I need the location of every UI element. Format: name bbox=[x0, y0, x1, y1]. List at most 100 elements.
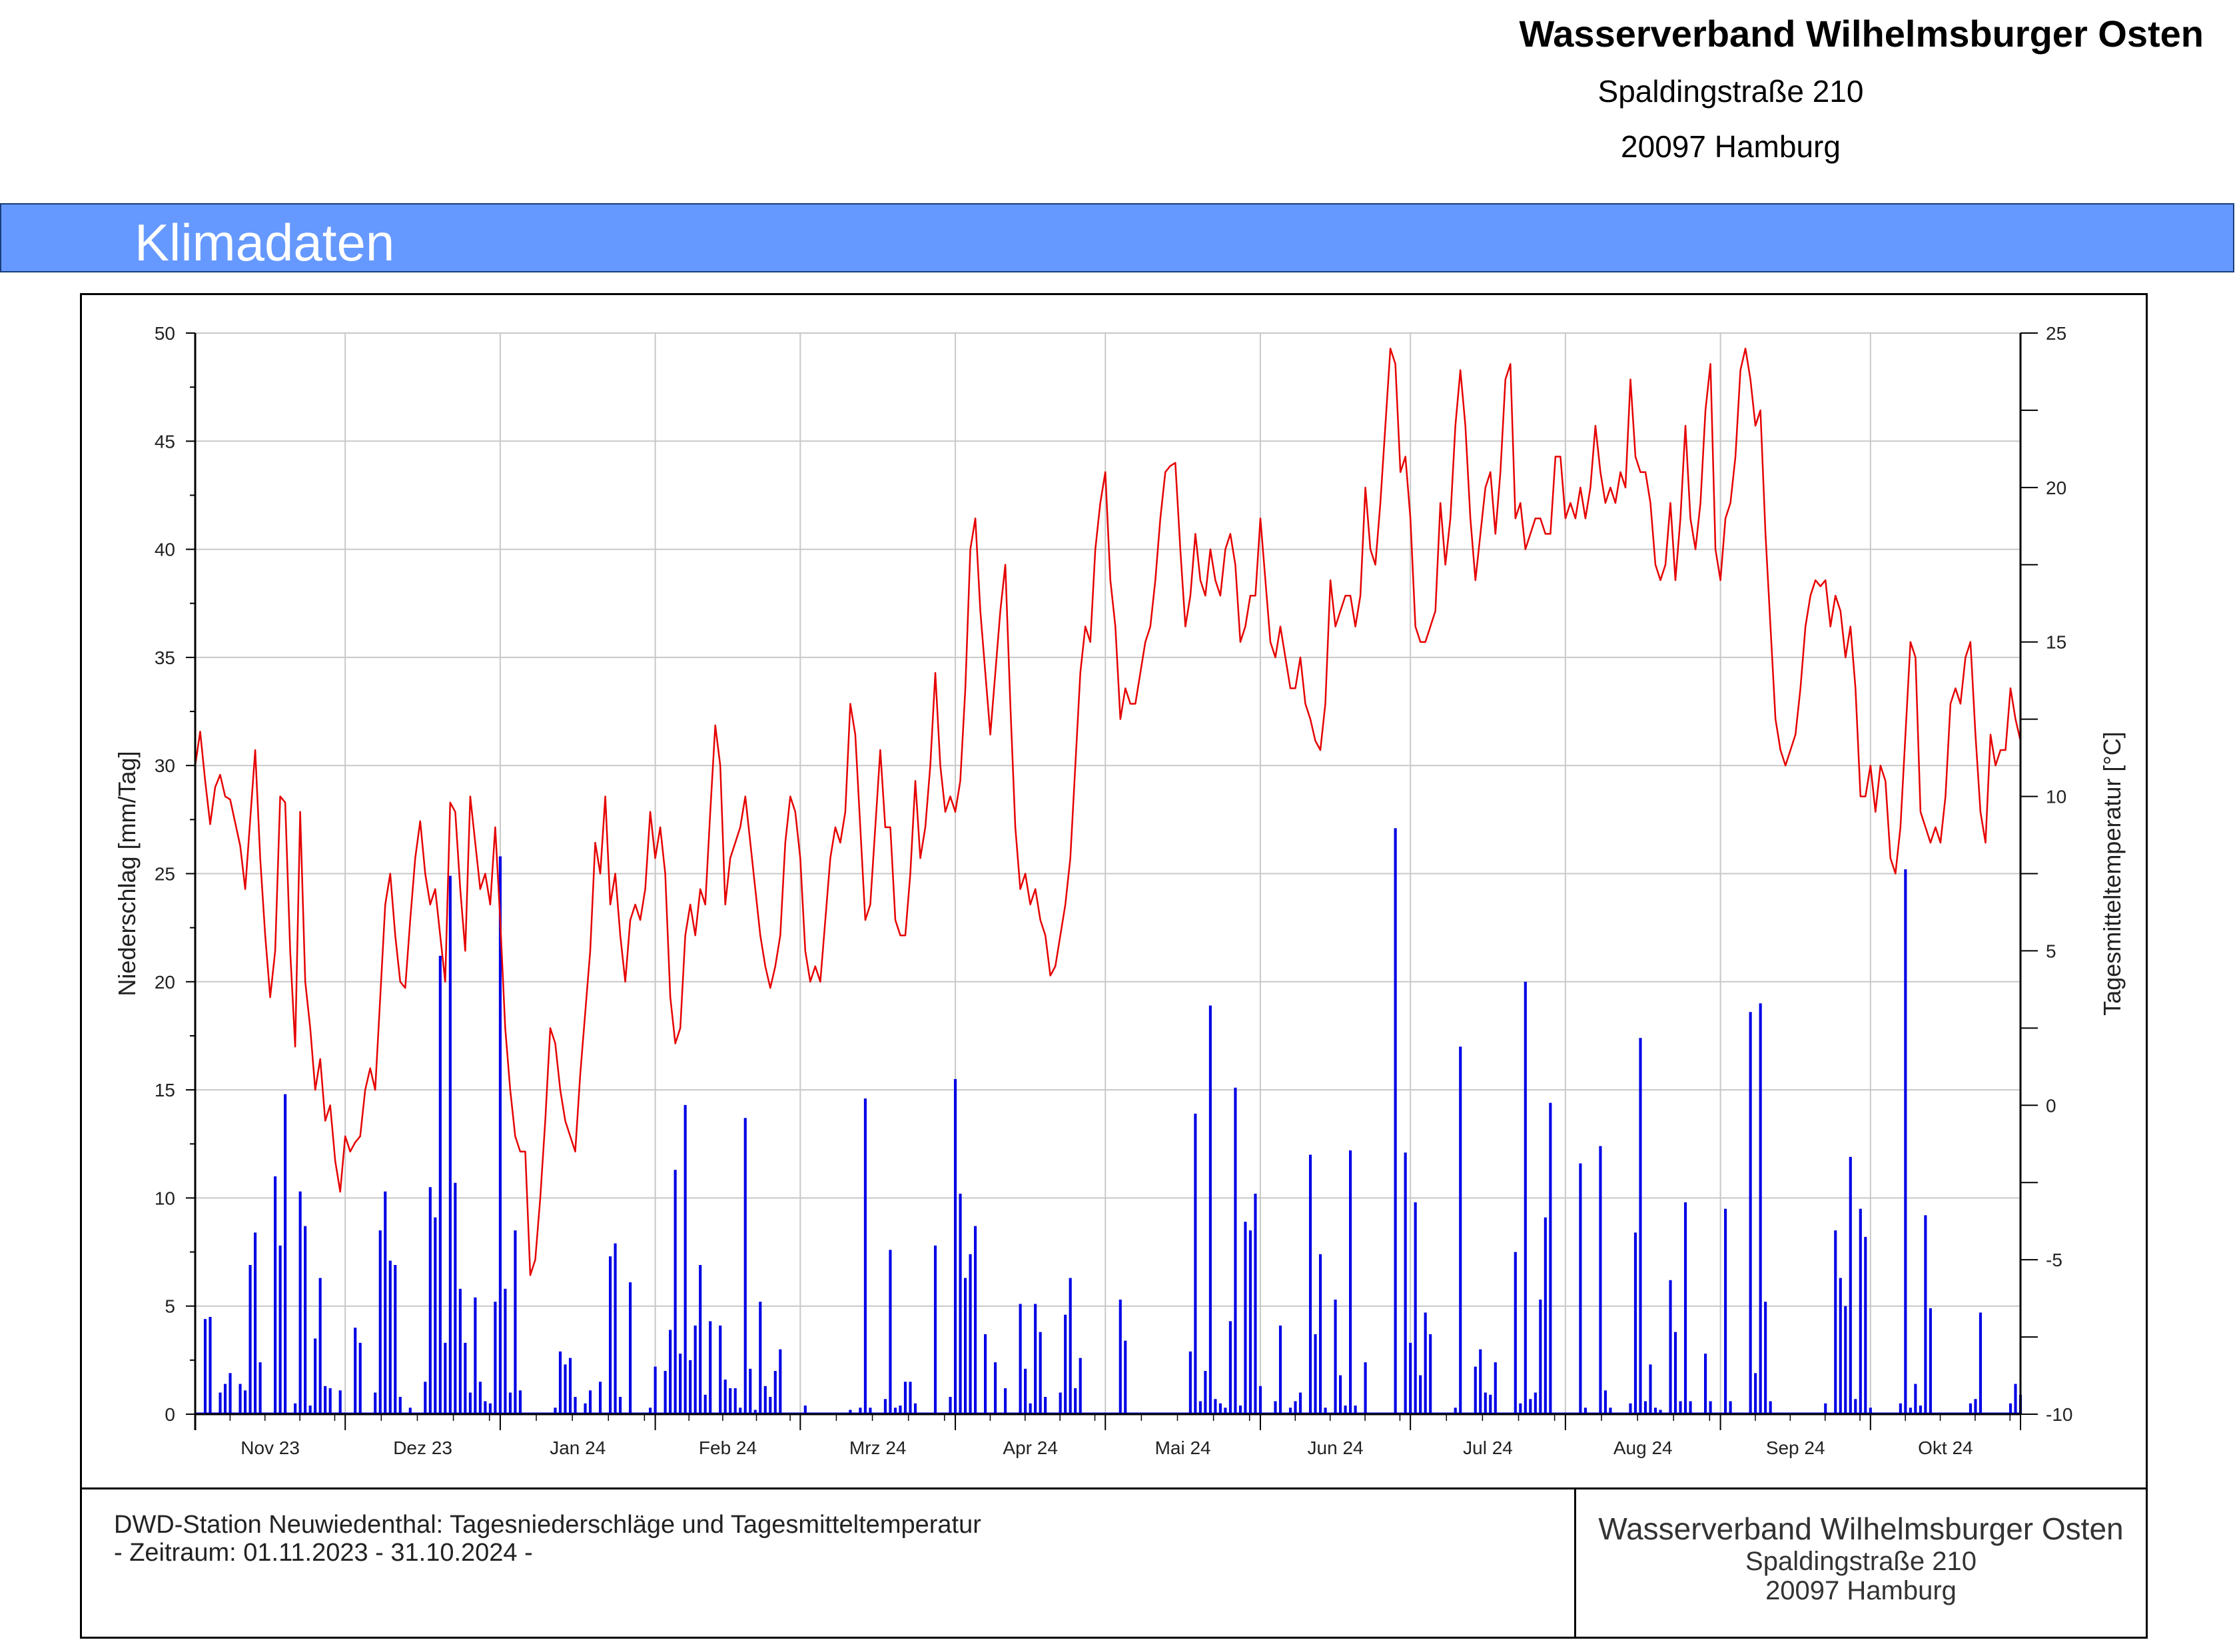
precipitation-bar bbox=[1414, 1202, 1417, 1414]
precipitation-bar bbox=[1749, 1012, 1752, 1414]
precipitation-bar bbox=[1019, 1304, 1022, 1414]
precipitation-bar bbox=[1609, 1408, 1612, 1414]
precipitation-bar bbox=[438, 955, 442, 1414]
caption-line-1: DWD-Station Neuwiedenthal: Tagesniedersc… bbox=[114, 1511, 981, 1539]
precipitation-bar bbox=[1484, 1392, 1487, 1414]
precipitation-bar bbox=[1228, 1321, 1232, 1414]
precipitation-bar bbox=[1643, 1401, 1647, 1414]
precipitation-bar bbox=[729, 1388, 732, 1414]
precipitation-bar bbox=[949, 1397, 952, 1414]
precipitation-bar bbox=[1234, 1087, 1237, 1414]
precipitation-bar bbox=[2014, 1384, 2017, 1414]
precipitation-bar bbox=[1639, 1038, 1642, 1414]
stamp-city: 20097 Hamburg bbox=[1765, 1576, 1957, 1605]
precipitation-bar bbox=[1208, 1005, 1212, 1414]
header-city: 20097 Hamburg bbox=[1621, 129, 1841, 164]
precipitation-bar bbox=[773, 1371, 777, 1414]
precipitation-bar bbox=[959, 1193, 962, 1414]
precipitation-bar bbox=[909, 1382, 912, 1414]
precipitation-bar bbox=[1224, 1408, 1227, 1414]
precipitation-bar bbox=[703, 1394, 707, 1414]
precipitation-bar bbox=[1479, 1349, 1482, 1414]
precipitation-bar bbox=[238, 1384, 242, 1414]
precipitation-bar bbox=[338, 1390, 342, 1414]
precipitation-bar bbox=[1364, 1362, 1367, 1414]
precipitation-bar bbox=[1583, 1408, 1587, 1414]
banner-title: Klimadaten bbox=[135, 213, 395, 272]
precipitation-bar bbox=[1294, 1401, 1297, 1414]
precipitation-bar bbox=[1914, 1384, 1917, 1414]
precipitation-bar bbox=[1629, 1403, 1632, 1414]
precipitation-bar bbox=[1909, 1408, 1912, 1414]
precipitation-bar bbox=[1974, 1399, 1977, 1414]
right-tick-label: 25 bbox=[2046, 323, 2066, 344]
precipitation-bar bbox=[753, 1410, 757, 1414]
precipitation-bar bbox=[1673, 1332, 1677, 1414]
precipitation-bar bbox=[1244, 1222, 1247, 1414]
precipitation-bar bbox=[1524, 981, 1527, 1414]
precipitation-bar bbox=[1274, 1401, 1277, 1414]
precipitation-bar bbox=[1529, 1399, 1532, 1414]
precipitation-bar bbox=[1724, 1208, 1727, 1414]
precipitation-bar bbox=[1334, 1299, 1337, 1414]
precipitation-bar bbox=[1004, 1388, 1007, 1414]
precipitation-bar bbox=[1924, 1215, 1927, 1414]
precipitation-bar bbox=[1603, 1390, 1607, 1414]
precipitation-bar bbox=[324, 1386, 327, 1414]
right-tick-label: 15 bbox=[2046, 632, 2066, 653]
precipitation-bar bbox=[759, 1302, 762, 1414]
precipitation-bar bbox=[1298, 1392, 1302, 1414]
footer-stamp: Wasserverband Wilhelmsburger Osten Spald… bbox=[1576, 1511, 2146, 1605]
left-tick-label: 50 bbox=[155, 323, 175, 344]
footer-vertical-divider bbox=[1574, 1487, 1576, 1639]
x-tick-label: Okt 24 bbox=[1918, 1438, 1973, 1458]
right-tick-label: 0 bbox=[2046, 1095, 2056, 1116]
precipitation-bar bbox=[408, 1408, 412, 1414]
precipitation-bar bbox=[1324, 1408, 1327, 1414]
precipitation-bar bbox=[304, 1226, 307, 1414]
left-tick-label: 40 bbox=[155, 540, 175, 560]
precipitation-bar bbox=[1659, 1410, 1662, 1414]
precipitation-bar bbox=[1474, 1366, 1477, 1414]
precipitation-bar bbox=[1318, 1254, 1322, 1414]
precipitation-bar bbox=[1124, 1340, 1127, 1414]
precipitation-bar bbox=[1394, 828, 1397, 1414]
precipitation-bar bbox=[564, 1364, 567, 1414]
precipitation-bar bbox=[228, 1373, 232, 1414]
footer-caption: DWD-Station Neuwiedenthal: Tagesniedersc… bbox=[114, 1511, 981, 1567]
x-tick-label: Jul 24 bbox=[1463, 1438, 1513, 1458]
precipitation-bar bbox=[568, 1358, 572, 1414]
precipitation-bar bbox=[1844, 1306, 1847, 1414]
precipitation-bar bbox=[1679, 1401, 1682, 1414]
precipitation-bar bbox=[953, 1078, 957, 1414]
precipitation-bar bbox=[598, 1382, 602, 1414]
precipitation-bar bbox=[1039, 1332, 1042, 1414]
x-tick-label: Mai 24 bbox=[1155, 1438, 1211, 1458]
precipitation-bar bbox=[554, 1408, 557, 1414]
temperature-line bbox=[194, 347, 2022, 1276]
x-tick-label: Dez 23 bbox=[393, 1438, 452, 1458]
precipitation-bar bbox=[284, 1094, 287, 1414]
precipitation-bar bbox=[1204, 1371, 1207, 1414]
precipitation-bar bbox=[1459, 1046, 1462, 1414]
precipitation-bar bbox=[733, 1388, 737, 1414]
header-street: Spaldingstraße 210 bbox=[1597, 74, 1864, 109]
precipitation-bar bbox=[1214, 1399, 1217, 1414]
precipitation-bar bbox=[1404, 1152, 1407, 1414]
precipitation-bar bbox=[398, 1397, 402, 1414]
precipitation-bar bbox=[378, 1230, 382, 1414]
x-tick-label: Mrz 24 bbox=[849, 1438, 907, 1458]
precipitation-bar bbox=[298, 1191, 302, 1414]
stamp-street: Spaldingstraße 210 bbox=[1745, 1547, 1977, 1576]
precipitation-bar bbox=[248, 1265, 252, 1414]
precipitation-bar bbox=[1258, 1386, 1262, 1414]
precipitation-bar bbox=[889, 1250, 892, 1414]
precipitation-bar bbox=[1854, 1399, 1857, 1414]
precipitation-bar bbox=[969, 1254, 972, 1414]
precipitation-bar bbox=[1864, 1236, 1867, 1414]
x-tick-label: Jun 24 bbox=[1308, 1438, 1364, 1458]
precipitation-bar bbox=[863, 1098, 867, 1414]
precipitation-bar bbox=[588, 1390, 592, 1414]
precipitation-bar bbox=[254, 1232, 257, 1414]
precipitation-bar bbox=[1729, 1401, 1732, 1414]
